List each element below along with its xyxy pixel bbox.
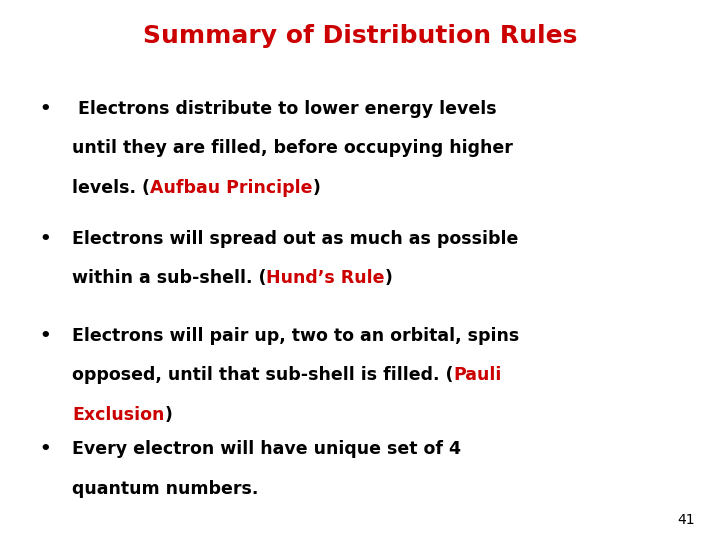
Text: within a sub-shell. (: within a sub-shell. ( bbox=[72, 269, 266, 287]
Text: Hund’s Rule: Hund’s Rule bbox=[266, 269, 385, 287]
Text: •: • bbox=[40, 100, 51, 118]
Text: 41: 41 bbox=[678, 512, 695, 526]
Text: Aufbau Principle: Aufbau Principle bbox=[150, 179, 312, 197]
Text: levels. (: levels. ( bbox=[72, 179, 150, 197]
Text: quantum numbers.: quantum numbers. bbox=[72, 480, 258, 497]
Text: Electrons will spread out as much as possible: Electrons will spread out as much as pos… bbox=[72, 230, 518, 247]
Text: ): ) bbox=[164, 406, 172, 423]
Text: Exclusion: Exclusion bbox=[72, 406, 164, 423]
Text: opposed, until that sub-shell is filled. (: opposed, until that sub-shell is filled.… bbox=[72, 366, 454, 384]
Text: Every electron will have unique set of 4: Every electron will have unique set of 4 bbox=[72, 440, 461, 458]
Text: •: • bbox=[40, 230, 51, 247]
Text: Electrons distribute to lower energy levels: Electrons distribute to lower energy lev… bbox=[72, 100, 497, 118]
Text: ): ) bbox=[385, 269, 393, 287]
Text: until they are filled, before occupying higher: until they are filled, before occupying … bbox=[72, 139, 513, 157]
Text: Summary of Distribution Rules: Summary of Distribution Rules bbox=[143, 24, 577, 48]
Text: Pauli: Pauli bbox=[454, 366, 502, 384]
Text: •: • bbox=[40, 327, 51, 345]
Text: Electrons will pair up, two to an orbital, spins: Electrons will pair up, two to an orbita… bbox=[72, 327, 519, 345]
Text: ): ) bbox=[312, 179, 320, 197]
Text: •: • bbox=[40, 440, 51, 458]
